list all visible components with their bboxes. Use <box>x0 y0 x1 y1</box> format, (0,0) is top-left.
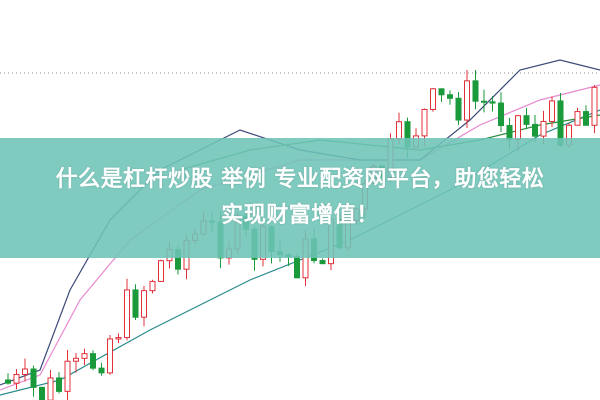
candle-body <box>455 97 462 121</box>
candle-body <box>73 357 79 362</box>
candle-body <box>56 377 62 392</box>
candle-body <box>132 289 139 318</box>
candle-body <box>430 88 436 110</box>
candle-body <box>141 290 147 318</box>
candle-body <box>489 101 496 104</box>
banner-title-line-2: 实现财富增值！ <box>221 203 379 228</box>
candle-body <box>540 120 547 137</box>
candle-body <box>22 368 28 375</box>
candle-body <box>421 108 428 137</box>
candle-body <box>464 80 470 121</box>
candle-body <box>583 111 589 126</box>
candle-body <box>396 121 402 140</box>
candle-body <box>107 338 113 374</box>
candle-body <box>481 100 487 103</box>
candle-body <box>294 256 300 279</box>
candle-body <box>115 337 122 340</box>
candle-body <box>591 86 598 126</box>
title-banner: 什么是杠杆炒股 举例 专业配资网平台，助您轻松 实现财富增值！ <box>0 138 600 258</box>
candle-body <box>515 115 521 141</box>
candle-body <box>90 353 96 369</box>
candle-body <box>124 289 130 339</box>
candle-body <box>5 379 11 384</box>
candle-body <box>64 360 71 392</box>
candle-body <box>523 115 530 125</box>
candle-body <box>30 368 37 388</box>
candle-body <box>447 94 453 99</box>
candle-body <box>81 353 88 359</box>
candle-body <box>438 88 445 96</box>
candle-body <box>549 100 555 122</box>
candle-body <box>158 260 164 282</box>
candle-body <box>13 373 20 384</box>
candle-body <box>149 280 156 292</box>
candle-body <box>574 111 581 126</box>
candle-body <box>39 386 45 400</box>
candle-body <box>498 102 504 127</box>
banner-title-line-1: 什么是杠杆炒股 举例 专业配资网平台，助您轻松 <box>55 167 545 192</box>
candle-body <box>47 377 54 400</box>
candle-body <box>532 123 538 137</box>
candle-body <box>472 80 479 102</box>
candle-body <box>98 367 105 374</box>
candle-body <box>319 260 326 265</box>
